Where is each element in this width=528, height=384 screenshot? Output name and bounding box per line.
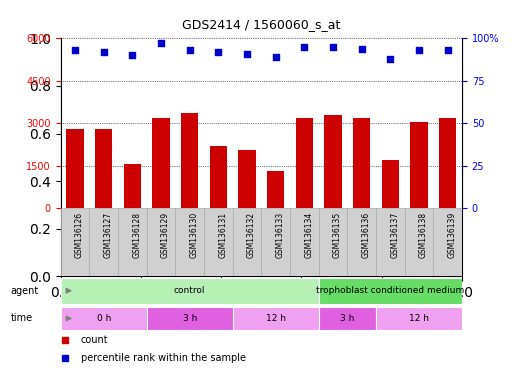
Text: GSM136135: GSM136135 bbox=[333, 212, 342, 258]
Text: count: count bbox=[81, 335, 108, 345]
Text: GSM136129: GSM136129 bbox=[161, 212, 170, 258]
Text: GSM136127: GSM136127 bbox=[103, 212, 112, 258]
Bar bbox=[67, 129, 83, 208]
Bar bbox=[233, 208, 261, 276]
Text: GSM136138: GSM136138 bbox=[419, 212, 428, 258]
Text: GDS2414 / 1560060_s_at: GDS2414 / 1560060_s_at bbox=[182, 18, 341, 31]
Point bbox=[386, 56, 394, 62]
Bar bbox=[239, 150, 256, 208]
Bar bbox=[204, 208, 233, 276]
Text: GSM136133: GSM136133 bbox=[276, 212, 285, 258]
Text: agent: agent bbox=[11, 286, 39, 296]
Bar bbox=[324, 115, 342, 208]
Bar bbox=[404, 208, 433, 276]
Bar bbox=[210, 146, 227, 208]
Bar bbox=[61, 278, 319, 304]
Bar bbox=[118, 208, 147, 276]
Bar bbox=[347, 208, 376, 276]
Bar bbox=[433, 208, 462, 276]
Text: GSM136134: GSM136134 bbox=[304, 212, 313, 258]
Point bbox=[415, 47, 423, 53]
Bar bbox=[89, 208, 118, 276]
Bar bbox=[382, 159, 399, 208]
Bar bbox=[267, 171, 284, 208]
Point bbox=[300, 44, 308, 50]
Point bbox=[444, 47, 452, 53]
Bar bbox=[290, 208, 319, 276]
Bar bbox=[410, 122, 428, 208]
Text: GSM136126: GSM136126 bbox=[75, 212, 84, 258]
Point bbox=[243, 51, 251, 57]
Point bbox=[357, 46, 366, 52]
Text: GSM136131: GSM136131 bbox=[219, 212, 228, 258]
Bar bbox=[319, 306, 376, 330]
Point bbox=[99, 49, 108, 55]
Point bbox=[71, 47, 79, 53]
Text: trophoblast conditioned medium: trophoblast conditioned medium bbox=[316, 286, 465, 295]
Text: 12 h: 12 h bbox=[409, 314, 429, 323]
Point bbox=[271, 54, 280, 60]
Text: GSM136139: GSM136139 bbox=[448, 212, 457, 258]
Bar bbox=[147, 306, 233, 330]
Text: GSM136128: GSM136128 bbox=[133, 212, 142, 258]
Text: 3 h: 3 h bbox=[183, 314, 197, 323]
Text: GSM136137: GSM136137 bbox=[390, 212, 399, 258]
Bar bbox=[353, 118, 370, 208]
Point bbox=[214, 49, 223, 55]
Point bbox=[185, 47, 194, 53]
Text: 12 h: 12 h bbox=[266, 314, 286, 323]
Bar bbox=[147, 208, 175, 276]
Bar bbox=[95, 129, 112, 208]
Bar bbox=[376, 306, 462, 330]
Point bbox=[128, 52, 137, 58]
Bar bbox=[175, 208, 204, 276]
Bar bbox=[233, 306, 319, 330]
Bar bbox=[296, 118, 313, 208]
Text: GSM136132: GSM136132 bbox=[247, 212, 256, 258]
Bar bbox=[261, 208, 290, 276]
Text: 0 h: 0 h bbox=[97, 314, 111, 323]
Bar bbox=[153, 118, 169, 208]
Bar bbox=[376, 208, 404, 276]
Bar bbox=[124, 164, 141, 208]
Point bbox=[329, 44, 337, 50]
Text: GSM136130: GSM136130 bbox=[190, 212, 199, 258]
Bar bbox=[439, 118, 456, 208]
Text: percentile rank within the sample: percentile rank within the sample bbox=[81, 353, 246, 363]
Bar bbox=[61, 306, 147, 330]
Text: time: time bbox=[11, 313, 33, 323]
Bar bbox=[181, 113, 199, 208]
Bar bbox=[319, 278, 462, 304]
Text: GSM136136: GSM136136 bbox=[362, 212, 371, 258]
Bar bbox=[61, 208, 89, 276]
Text: 3 h: 3 h bbox=[340, 314, 354, 323]
Bar bbox=[319, 208, 347, 276]
Text: control: control bbox=[174, 286, 205, 295]
Point bbox=[157, 40, 165, 46]
